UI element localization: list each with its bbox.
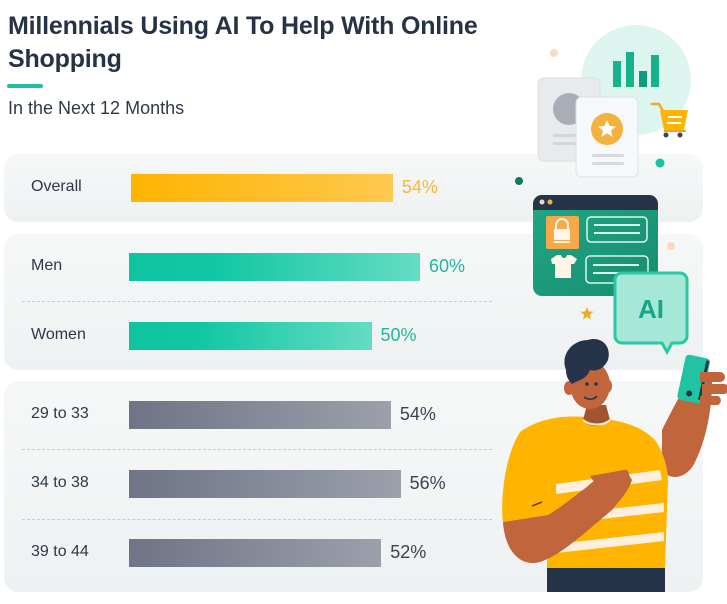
bar-label: Men: [31, 257, 63, 274]
decor-dot: [515, 177, 523, 185]
row-divider: [22, 301, 492, 302]
bar: [129, 322, 372, 350]
bar-label: Women: [31, 326, 86, 343]
bar-label: 29 to 33: [31, 405, 89, 422]
bar-value-label: 52%: [390, 542, 427, 562]
star-icon: [580, 307, 594, 320]
browser-window-icon: [533, 195, 658, 296]
bar-value-label: 56%: [409, 473, 446, 493]
shopping-cart-icon: [650, 102, 688, 138]
bar: [129, 401, 391, 429]
bar: [129, 253, 420, 281]
bar: [129, 470, 401, 498]
decor-dot: [550, 49, 558, 57]
bar-label: 39 to 44: [31, 543, 89, 560]
row-divider: [22, 519, 492, 520]
ai-badge-label: AI: [638, 294, 664, 324]
bar: [129, 539, 382, 567]
decor-dot: [667, 242, 675, 250]
row-divider: [22, 449, 492, 450]
chart-title: Millennials Using AI To Help With Online…: [8, 12, 478, 73]
person-illustration: [502, 339, 727, 592]
bar-value-label: 54%: [399, 404, 436, 424]
bar-value-label: 50%: [380, 325, 417, 345]
review-card-icon: [575, 96, 639, 178]
decor-dot: [655, 158, 665, 168]
ai-chat-bubble-icon: AI: [613, 271, 689, 356]
chart-subtitle: In the Next 12 Months: [8, 98, 185, 118]
bar-value-label: 60%: [429, 256, 466, 276]
bar-label: 34 to 38: [31, 474, 89, 491]
bar-label: Overall: [31, 178, 82, 195]
bar: [131, 174, 393, 202]
title-underline: [7, 84, 43, 88]
bar-value-label: 54%: [401, 177, 438, 197]
